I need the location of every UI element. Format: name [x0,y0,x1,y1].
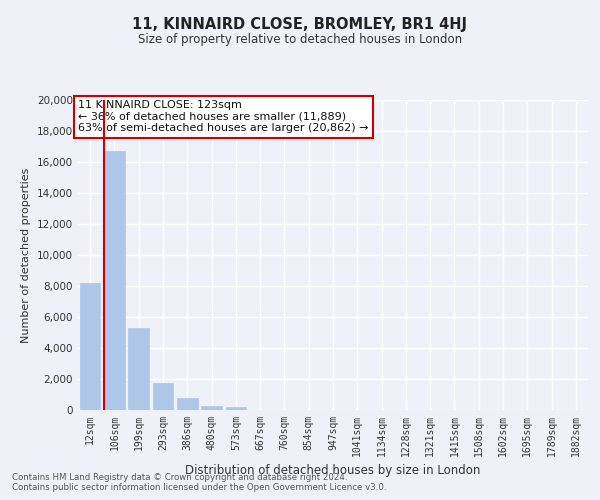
Bar [201,406,222,410]
Text: Size of property relative to detached houses in London: Size of property relative to detached ho… [138,32,462,46]
X-axis label: Distribution of detached houses by size in London: Distribution of detached houses by size … [185,464,481,477]
Text: Contains HM Land Registry data © Crown copyright and database right 2024.: Contains HM Land Registry data © Crown c… [12,474,347,482]
Bar [226,407,246,410]
Text: 11, KINNAIRD CLOSE, BROMLEY, BR1 4HJ: 11, KINNAIRD CLOSE, BROMLEY, BR1 4HJ [133,18,467,32]
Y-axis label: Number of detached properties: Number of detached properties [22,168,31,342]
Bar [80,283,100,410]
Text: Contains public sector information licensed under the Open Government Licence v3: Contains public sector information licen… [12,484,386,492]
Text: 11 KINNAIRD CLOSE: 123sqm
← 36% of detached houses are smaller (11,889)
63% of s: 11 KINNAIRD CLOSE: 123sqm ← 36% of detac… [78,100,368,133]
Bar [152,383,173,410]
Bar [128,328,149,410]
Bar [104,151,125,410]
Bar [177,398,197,410]
